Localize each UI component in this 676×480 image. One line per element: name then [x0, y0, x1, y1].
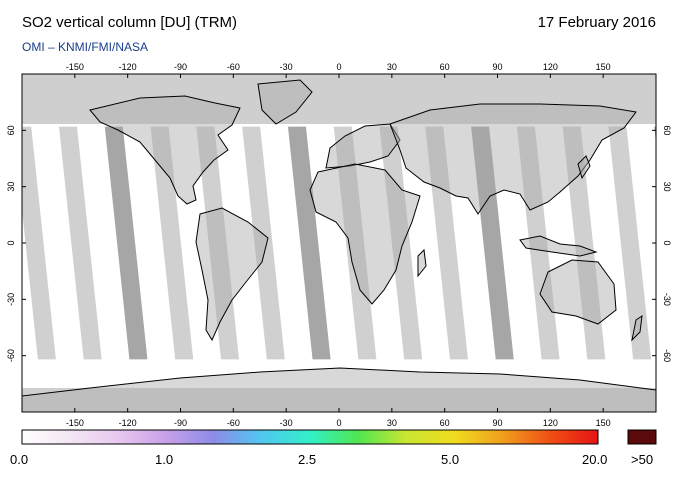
colorbar	[21, 429, 599, 445]
lat-tick-left: -30	[6, 293, 16, 306]
lat-tick-right: -30	[662, 293, 672, 306]
madagascar	[417, 248, 427, 278]
lon-tick-bottom: 60	[440, 418, 450, 428]
orbit-swath	[58, 126, 102, 360]
orbit-swath	[242, 126, 285, 360]
lat-tick-left: -60	[6, 349, 16, 362]
lon-tick-bottom: 120	[543, 418, 558, 428]
lon-tick-top: 120	[543, 62, 558, 72]
lon-tick-bottom: -30	[280, 418, 293, 428]
lon-tick-top: -90	[174, 62, 187, 72]
indonesia	[519, 235, 598, 257]
data-credit: OMI – KNMI/FMI/NASA	[22, 40, 149, 54]
lon-tick-bottom: -90	[174, 418, 187, 428]
new-zealand	[631, 314, 643, 342]
lat-tick-left: 0	[6, 240, 16, 245]
lat-tick-right: -60	[662, 349, 672, 362]
orbit-swath	[425, 126, 468, 360]
orbit-swath	[516, 126, 560, 360]
orbit-swath	[471, 126, 514, 360]
lon-tick-bottom: -120	[119, 418, 137, 428]
north-america	[89, 95, 241, 205]
lon-tick-top: 60	[440, 62, 450, 72]
orbit-swath	[379, 126, 423, 360]
coastlines	[22, 79, 656, 412]
colorbar-overflow-box	[627, 429, 657, 445]
colorbar-label-2: 2.5	[298, 452, 317, 467]
orbit-swath	[150, 126, 194, 360]
orbit-swath	[22, 126, 56, 360]
lon-ticks-bottom: -150 -120 -90 -60 -30 0 30 60 90 120 150	[66, 408, 611, 428]
lon-tick-bottom: -150	[66, 418, 84, 428]
europe	[325, 123, 401, 169]
colorbar-label-3: 5.0	[441, 452, 460, 467]
antarctica	[22, 367, 656, 412]
lat-tick-right: 0	[662, 240, 672, 245]
lon-tick-bottom: -60	[227, 418, 240, 428]
australia	[539, 259, 617, 325]
orbit-swath	[287, 126, 331, 360]
orbit-swath	[333, 126, 377, 360]
greenland	[257, 79, 313, 125]
japan	[577, 155, 591, 180]
lat-ticks-right: 60 30 0 -30 -60	[652, 125, 672, 362]
lon-tick-top: -30	[280, 62, 293, 72]
lat-tick-left: 60	[6, 125, 16, 135]
orbit-swath	[608, 126, 652, 360]
map-date: 17 February 2016	[537, 14, 656, 31]
colorbar-label-4: 20.0	[582, 452, 608, 467]
colorbar-label-0: 0.0	[10, 452, 29, 467]
lon-tick-top: 0	[336, 62, 341, 72]
africa	[309, 163, 421, 305]
lon-tick-top: 30	[387, 62, 397, 72]
lat-tick-right: 60	[662, 125, 672, 135]
colorbar-label-1: 1.0	[155, 452, 174, 467]
orbit-swath	[104, 126, 148, 360]
lat-tick-left: 30	[6, 182, 16, 192]
lon-tick-bottom: 90	[492, 418, 502, 428]
asia	[389, 103, 637, 215]
map-title: SO2 vertical column [DU] (TRM)	[22, 14, 238, 31]
lon-tick-top: 150	[596, 62, 611, 72]
lon-tick-bottom: 150	[596, 418, 611, 428]
lon-tick-top: -120	[119, 62, 137, 72]
lat-ticks-left: 60 30 0 -30 -60	[6, 125, 26, 362]
orbit-swath	[562, 126, 606, 360]
lon-tick-top: -150	[66, 62, 84, 72]
south-america	[195, 207, 269, 342]
orbit-swaths	[22, 126, 656, 360]
lon-tick-bottom: 30	[387, 418, 397, 428]
no-data-north	[22, 74, 656, 124]
lon-ticks-top: -150 -120 -90 -60 -30 0 30 60 90 120 150	[66, 62, 611, 78]
colorbar-overflow-label: >50	[631, 452, 654, 467]
orbit-swath	[196, 126, 240, 360]
lon-tick-top: -60	[227, 62, 240, 72]
lat-tick-right: 30	[662, 182, 672, 192]
lon-tick-bottom: 0	[336, 418, 341, 428]
lon-tick-top: 90	[492, 62, 502, 72]
